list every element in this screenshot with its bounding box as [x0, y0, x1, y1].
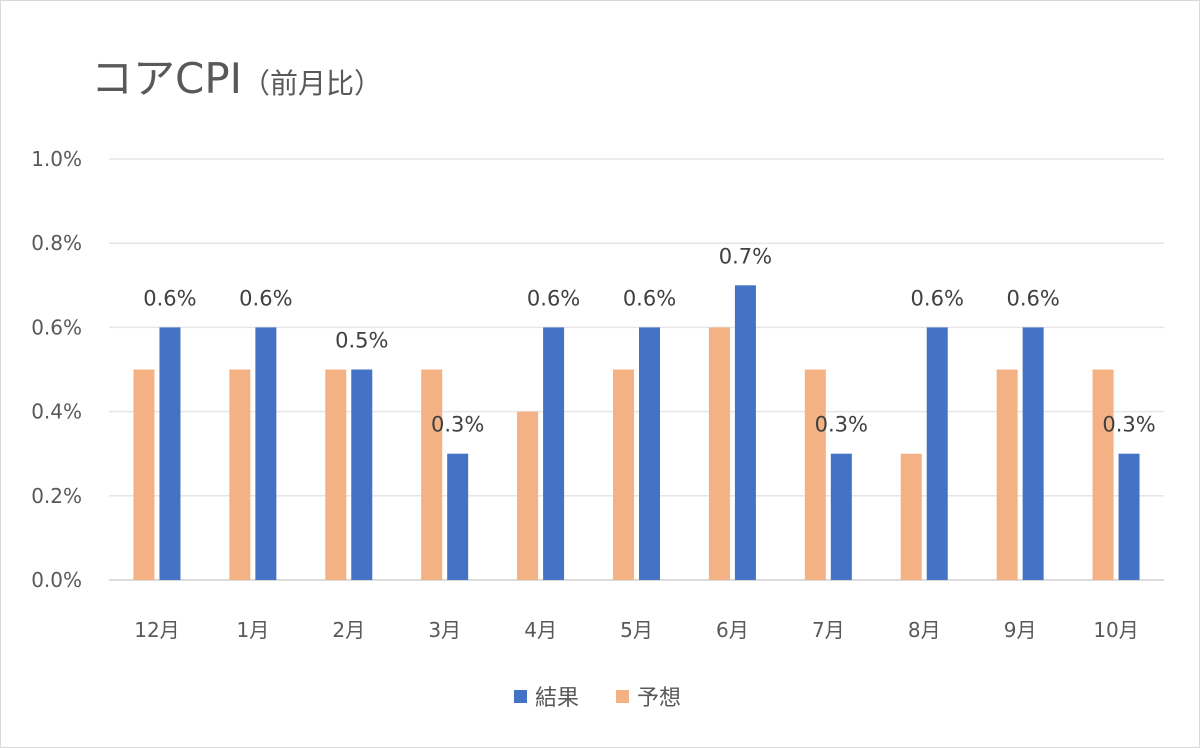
- data-label-actual: 0.6%: [1006, 286, 1059, 310]
- bar-forecast: [613, 369, 634, 580]
- x-tick-label: 3月: [428, 618, 461, 642]
- y-tick-label: 0.8%: [31, 231, 82, 255]
- data-label-actual: 0.3%: [1102, 413, 1155, 437]
- data-labels: 0.6% 0.6% 0.5% 0.3% 0.6% 0.6% 0.7% 0.3% 0.6% 0.6%…: [143, 244, 1155, 436]
- bar-actual: [1022, 327, 1044, 580]
- y-tick-label: 0.6%: [31, 315, 82, 339]
- data-label-actual: 0.6%: [527, 286, 580, 310]
- data-label-actual: 0.5%: [335, 329, 388, 353]
- y-tick-label: 0.4%: [31, 400, 82, 424]
- bar-actual: [1118, 453, 1140, 580]
- x-tick-label: 4月: [524, 618, 557, 642]
- data-label-actual: 0.6%: [239, 286, 292, 310]
- bar-actual: [543, 327, 565, 580]
- bar-actual: [639, 327, 660, 580]
- bar-forecast: [133, 369, 155, 580]
- bar-forecast: [1092, 369, 1114, 580]
- bar-forecast: [229, 369, 251, 580]
- y-axis-tick-labels: 0.0% 0.2% 0.4% 0.6% 0.8% 1.0%: [31, 147, 82, 592]
- x-tick-label: 2月: [332, 618, 365, 642]
- x-tick-label: 5月: [620, 618, 653, 642]
- data-label-actual: 0.6%: [911, 286, 964, 310]
- gridlines: [109, 158, 1164, 581]
- x-tick-label: 12月: [134, 618, 179, 642]
- bar-forecast: [421, 369, 443, 580]
- y-tick-label: 0.0%: [31, 568, 82, 592]
- bar-actual: [830, 453, 852, 580]
- x-tick-label: 8月: [908, 618, 941, 642]
- x-tick-label: 6月: [716, 618, 749, 642]
- chart-title: コアCPI（前月比）: [91, 54, 382, 103]
- bar-forecast: [900, 453, 922, 580]
- x-tick-label: 1月: [236, 618, 269, 642]
- data-label-actual: 0.3%: [815, 413, 868, 437]
- data-label-actual: 0.3%: [431, 413, 484, 437]
- legend-swatch: [514, 690, 527, 703]
- x-tick-label: 10月: [1093, 618, 1138, 642]
- legend: 結果 予想: [514, 686, 681, 711]
- x-tick-label: 9月: [1004, 618, 1037, 642]
- bar-actual: [159, 327, 181, 580]
- data-label-actual: 0.6%: [143, 286, 196, 310]
- bar-actual: [447, 453, 469, 580]
- x-tick-label: 7月: [812, 618, 845, 642]
- legend-label: 結果: [535, 686, 579, 711]
- bar-forecast: [325, 369, 347, 580]
- bar-actual: [351, 369, 373, 580]
- bar-forecast: [708, 327, 730, 580]
- x-axis-tick-labels: 12月 1月 2月 3月 4月 5月 6月 7月 8月 9月 10月: [134, 618, 1139, 642]
- data-label-actual: 0.6%: [623, 286, 676, 310]
- legend-label: 予想: [637, 686, 681, 711]
- bar-forecast: [517, 411, 539, 580]
- y-tick-label: 0.2%: [31, 484, 82, 508]
- bar-actual: [734, 285, 756, 580]
- bar-forecast: [996, 369, 1018, 580]
- bars: [133, 285, 1140, 580]
- chart-title-suffix: （前月比）: [242, 67, 382, 100]
- chart-title-main: コアCPI: [91, 54, 242, 103]
- bar-actual: [255, 327, 277, 580]
- y-tick-label: 1.0%: [31, 147, 82, 171]
- data-label-actual: 0.7%: [719, 244, 772, 268]
- bar-actual: [926, 327, 948, 580]
- bar-forecast: [804, 369, 826, 580]
- legend-swatch: [616, 690, 629, 703]
